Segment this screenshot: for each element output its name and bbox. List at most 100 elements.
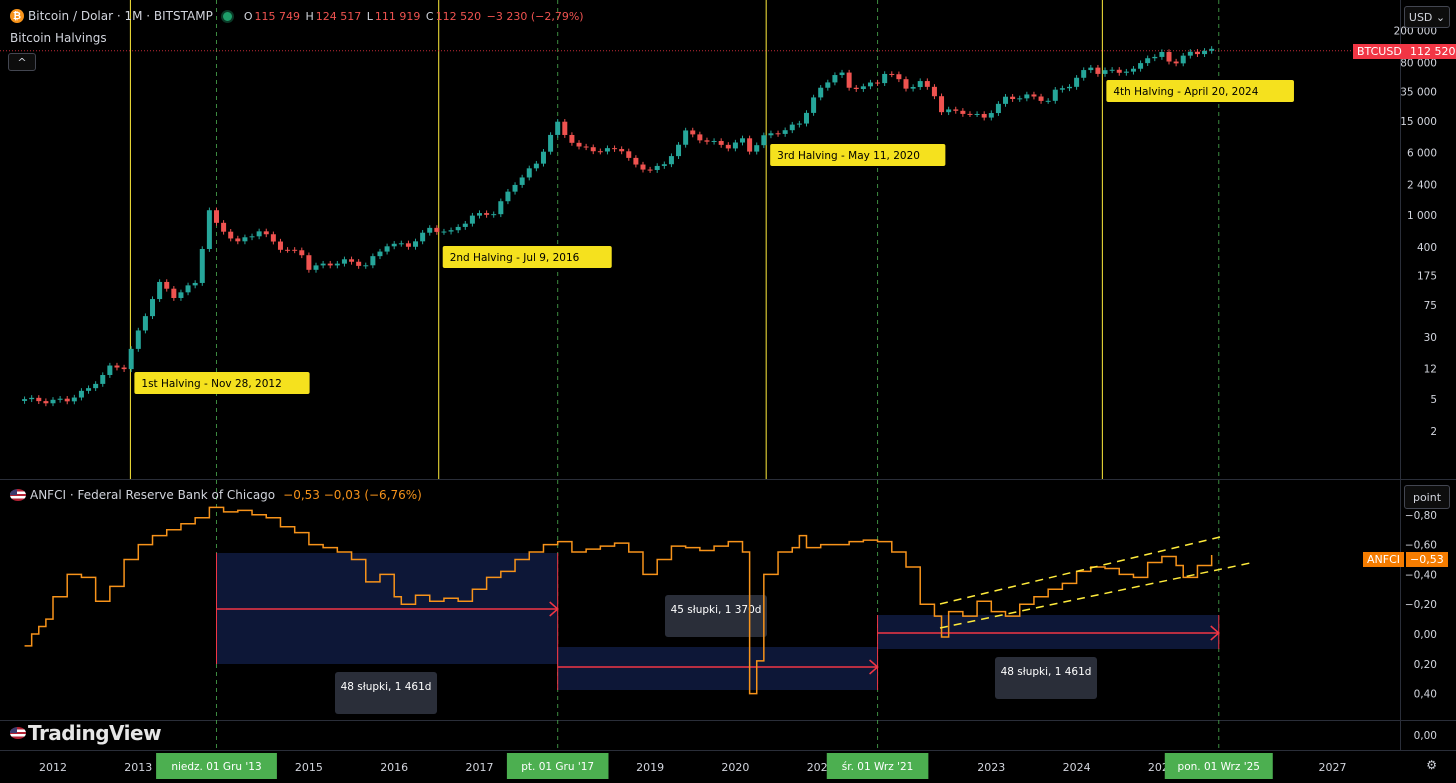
candle (370, 256, 376, 266)
tradingview-logo: TradingView (28, 721, 162, 745)
btcusd-price-value: 112 520 (1406, 44, 1456, 59)
candle (576, 142, 582, 147)
halving-label-box (442, 246, 612, 268)
scale-mode-button[interactable]: point (1404, 485, 1450, 509)
price-tick-label: 6 000 (1407, 148, 1437, 160)
symbol-header: ₿ Bitcoin / Dolar · 1M · BITSTAMP O 115 7… (10, 9, 586, 23)
anfci-tick-label: −0,40 (1405, 569, 1437, 581)
time-tick-label: 2016 (380, 761, 408, 774)
trend-channel-upper (939, 536, 1221, 605)
candle (43, 401, 49, 404)
candle (704, 140, 710, 142)
candle (356, 261, 362, 266)
measurement-label: 48 słupki, 1 461d (341, 681, 432, 693)
price-tick-label: 35 000 (1400, 86, 1437, 98)
candle (1017, 98, 1023, 100)
candle (285, 249, 291, 251)
candle (768, 133, 774, 136)
candle (803, 112, 809, 124)
candle (434, 227, 440, 232)
time-highlight-box (1164, 753, 1273, 779)
candle (498, 201, 504, 215)
candle (121, 367, 127, 370)
candle (263, 231, 269, 235)
candle (1010, 96, 1016, 99)
candle (1138, 63, 1144, 69)
time-highlight-box (506, 753, 609, 779)
indicator-halvings-label[interactable]: Bitcoin Halvings (10, 31, 107, 45)
candle (519, 177, 525, 185)
candle (1045, 100, 1051, 102)
price-tick-label: 1 000 (1407, 210, 1437, 222)
candle (448, 230, 454, 232)
candle (661, 164, 667, 166)
candle (213, 210, 219, 223)
candle (292, 249, 298, 251)
candle (1095, 67, 1101, 74)
candle (22, 399, 28, 401)
lower-pane-tick-label: 0,00 (1414, 730, 1437, 742)
halving-label-box (770, 144, 946, 166)
btcusd-price-tag: BTCUSD (1353, 44, 1406, 59)
candle (377, 251, 383, 257)
time-highlight-label: niedz. 01 Gru '13 (171, 761, 261, 773)
time-highlight-label: śr. 01 Wrz '21 (842, 761, 914, 773)
candle (1202, 50, 1208, 55)
candle (782, 130, 788, 134)
candle (711, 140, 717, 142)
candle (882, 73, 888, 84)
time-highlight-box (826, 753, 929, 779)
candle (981, 113, 987, 118)
candle (341, 259, 347, 264)
time-tick-label: 2012 (39, 761, 67, 774)
candle (1109, 69, 1115, 71)
candle (1074, 77, 1080, 87)
halving-label: 4th Halving - April 20, 2024 (1113, 86, 1258, 98)
candle (583, 146, 589, 148)
symbol-title[interactable]: Bitcoin / Dolar · 1M · BITSTAMP (28, 9, 213, 23)
candle (555, 121, 561, 135)
range-box (877, 615, 1219, 649)
time-highlight-label: pt. 01 Gru '17 (521, 761, 594, 773)
candle (839, 72, 845, 76)
candle (811, 97, 817, 113)
candle (455, 226, 461, 231)
candle (313, 265, 319, 270)
candle (924, 81, 930, 87)
candle (1209, 48, 1215, 51)
anfci-title[interactable]: ANFCI · Federal Reserve Bank of Chicago (30, 488, 276, 502)
candle (647, 169, 653, 171)
candle (221, 222, 227, 232)
candle (64, 398, 70, 402)
candle (363, 265, 369, 267)
candle (469, 215, 475, 224)
currency-button[interactable]: USD ⌄ (1404, 6, 1450, 28)
candle (142, 316, 148, 331)
candle (164, 281, 170, 289)
candle (974, 113, 980, 115)
halving-label-box (1106, 80, 1294, 102)
candle (107, 365, 113, 376)
price-tick-label: 2 400 (1407, 179, 1437, 191)
halving-label: 1st Halving - Nov 28, 2012 (141, 378, 281, 390)
candle (732, 142, 738, 149)
candle (93, 383, 99, 389)
collapse-button[interactable]: ^ (8, 53, 36, 71)
candle (889, 73, 895, 75)
candle (1194, 51, 1200, 55)
price-tick-label: 30 (1424, 332, 1437, 344)
candle (832, 75, 838, 83)
candle (747, 138, 753, 152)
price-tick-label: 200 000 (1394, 26, 1437, 38)
candle (1145, 58, 1151, 64)
candle (228, 231, 234, 239)
time-tick-label: 2013 (124, 761, 152, 774)
candle (100, 375, 106, 384)
candle (398, 243, 404, 245)
candle (910, 87, 916, 89)
candle (135, 330, 141, 349)
candle (249, 236, 255, 238)
candle (256, 231, 262, 237)
candle (740, 138, 746, 143)
